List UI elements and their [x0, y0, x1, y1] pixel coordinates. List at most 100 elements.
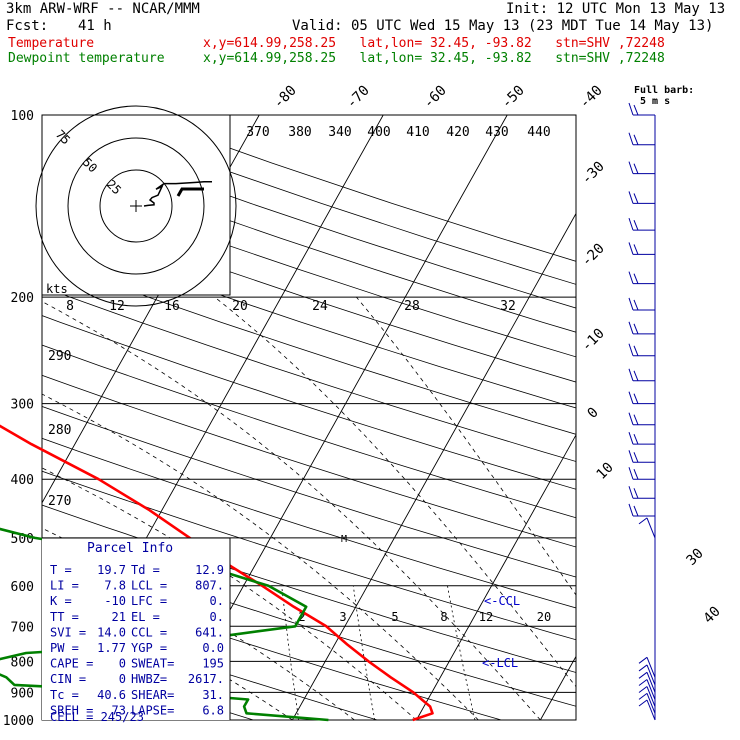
parcel-value: 31.: [202, 688, 224, 702]
barb-flag: [633, 219, 639, 231]
dry-adiabat: [42, 470, 576, 641]
parcel-key: PW =: [50, 641, 79, 655]
barb-flag: [633, 452, 639, 463]
theta-label: 340: [328, 125, 351, 140]
parcel-key: EL =: [131, 610, 160, 624]
parcel-key: SWEAT=: [131, 657, 174, 671]
barb-flag: [638, 679, 648, 686]
grid-label: 16: [164, 299, 180, 314]
barb-flag: [638, 517, 648, 525]
pressure-tick-label: 200: [11, 291, 34, 306]
grid-label: 20: [232, 299, 248, 314]
parcel-key: T =: [50, 563, 72, 577]
barb-flag: [628, 503, 634, 517]
parcel-key: K =: [50, 594, 72, 608]
ccl-label: <-CCL: [484, 594, 520, 608]
hodograph-units: kts: [46, 282, 68, 296]
parcel-key: SHEAR=: [131, 688, 174, 702]
dry-adiabat: [42, 286, 576, 462]
dewpoint-legend: Dewpoint temperature: [8, 51, 165, 66]
barb-flag: [633, 370, 639, 381]
dry-adiabat: [42, 315, 576, 490]
parcel-key: LCL =: [131, 579, 167, 593]
barb-shaft: [646, 517, 656, 539]
mixing-ratio-label: 5: [391, 610, 398, 624]
mixing-ratio-label: 2: [298, 610, 305, 624]
barb-legend: Full barb:: [634, 85, 694, 96]
parcel-value: 12.9: [195, 563, 224, 577]
barb-flag: [628, 242, 634, 255]
wind-barb: [628, 191, 655, 204]
barb-flag: [628, 467, 634, 480]
parcel-value: 0.: [210, 610, 224, 624]
valid-time: Valid: 05 UTC Wed 15 May 13 (23 MDT Tue …: [292, 18, 714, 34]
wind-barb: [628, 321, 655, 335]
parcel-value: 19.7: [97, 563, 126, 577]
barb-flag: [633, 488, 639, 499]
wind-barb: [628, 271, 655, 285]
parcel-box-bg: [42, 538, 230, 720]
barb-flag: [638, 656, 648, 664]
dry-adiabat: [42, 406, 576, 578]
barb-flag: [633, 244, 639, 255]
wind-barb: [628, 368, 655, 382]
wind-barb: [638, 656, 656, 678]
parcel-value: 1.77: [97, 641, 126, 655]
barb-flag: [633, 433, 639, 445]
barb-shaft: [646, 686, 656, 707]
mixing-ratio-label: 20: [537, 610, 551, 624]
isotherm-line: [292, 212, 576, 720]
pressure-tick-label: 400: [11, 473, 34, 488]
barb-shaft: [646, 679, 656, 700]
barb-flag: [638, 686, 648, 693]
mixing-ratio-label: 8: [440, 610, 447, 624]
parcel-key: Tc =: [50, 688, 79, 702]
isotherm-label: -50: [499, 83, 528, 112]
wind-barbs: Full barb:5 m s: [628, 85, 694, 721]
parcel-value: 14.0: [97, 625, 126, 639]
theta-label: 420: [446, 125, 469, 140]
barb-flag: [633, 273, 639, 284]
parcel-value: 0.0: [202, 641, 224, 655]
parcel-key: CAPE =: [50, 657, 93, 671]
init-time: Init: 12 UTC Mon 13 May 13: [506, 1, 726, 17]
wind-barb: [638, 686, 656, 707]
parcel-value: -10: [104, 594, 126, 608]
barb-flag: [628, 271, 634, 284]
parcel-value: 0: [119, 657, 126, 671]
theta-label: 410: [406, 125, 429, 140]
wind-barb: [628, 132, 655, 146]
dewpoint-point-info: x,y=614.99,258.25 lat,lon= 32.45, -93.82…: [203, 51, 665, 66]
dry-adiabat: [42, 437, 576, 609]
mixing-ratio-label: 12: [479, 610, 493, 624]
isotherm-label: -30: [579, 159, 608, 188]
barb-flag: [628, 297, 634, 311]
barb-shaft: [646, 657, 656, 678]
isotherm-label: 0: [585, 405, 602, 422]
barb-flag: [633, 414, 639, 425]
barb-shaft: [646, 693, 656, 714]
isotherm-label: -40: [577, 83, 606, 112]
barb-flag: [628, 132, 634, 145]
parcel-info-box: Parcel Info T = 19.7 Td = 12.9 LI = 7.8 LCL = 80…: [42, 537, 231, 724]
model-title: 3km ARW-WRF -- NCAR/MMM: [6, 1, 200, 17]
theta-e-label: 270: [48, 494, 71, 509]
moist-adiabat: [42, 301, 541, 720]
hodograph-ring: [67, 137, 205, 275]
barb-flag: [628, 321, 634, 335]
dry-adiabat: [42, 258, 576, 435]
parcel-key: HWBZ=: [131, 672, 167, 686]
barb-flag: [638, 692, 648, 700]
parcel-key: TT =: [50, 610, 79, 624]
dry-adiabat: [42, 612, 378, 720]
barb-flag: [633, 323, 639, 335]
dewpoint-line: [0, 527, 329, 722]
wind-barb: [628, 217, 655, 231]
mixing-ratio-line: [447, 585, 476, 720]
theta-label: 370: [246, 125, 269, 140]
wind-barb: [628, 432, 655, 445]
dry-adiabat: [0, 115, 5, 720]
wind-barb: [638, 692, 656, 714]
parcel-title: Parcel Info: [87, 541, 173, 556]
